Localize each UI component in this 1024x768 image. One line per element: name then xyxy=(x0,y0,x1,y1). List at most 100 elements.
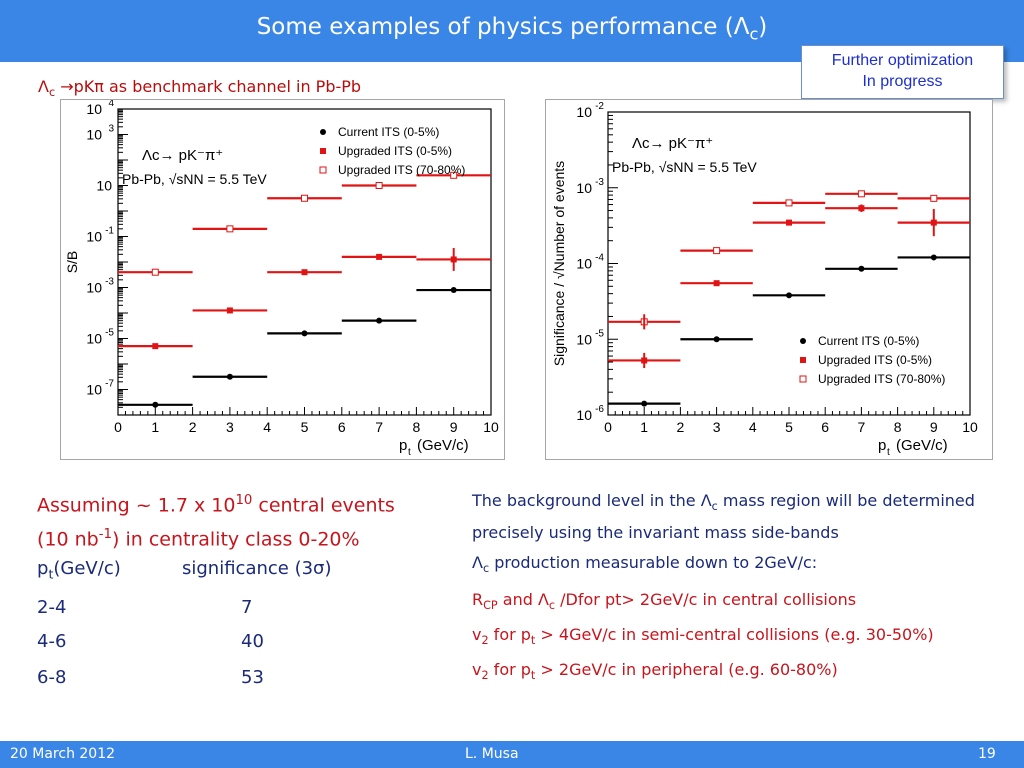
subhead-symbol: Λ xyxy=(38,77,49,96)
x-axis-label-p: p xyxy=(399,437,407,454)
row-significance: 7 xyxy=(241,597,253,618)
x-tick-label: 5 xyxy=(301,419,309,435)
data-point xyxy=(226,225,234,233)
legend-marker xyxy=(319,166,327,174)
system-annotation: Pb-Pb, √sNN = 5.5 TeV xyxy=(122,171,267,187)
data-point xyxy=(857,190,865,198)
v2a-v: v xyxy=(472,625,482,644)
x-tick-label: 8 xyxy=(894,419,902,435)
x-tick-label: 2 xyxy=(677,419,685,435)
title-bar: Some examples of physics performance (Λc… xyxy=(0,0,1024,62)
title-main: Some examples of physics performance ( xyxy=(256,14,734,40)
data-point xyxy=(858,265,865,272)
row-pt: 2-4 xyxy=(37,597,67,618)
y-tick-label: 10 xyxy=(86,331,102,347)
subhead-sub: c xyxy=(48,86,56,100)
note-line-2: In progress xyxy=(862,73,943,90)
x-tick-label: 1 xyxy=(640,419,648,435)
x-axis-label-unit: (GeV/c) xyxy=(417,437,469,454)
table-row: 2-4 7 xyxy=(37,597,252,618)
y-tick-label: 10 xyxy=(86,382,102,398)
table-row: 6-8 53 xyxy=(37,667,264,688)
assumption-line-1: Assuming ~ 1.7 x 1010 central events xyxy=(37,486,395,520)
optimization-note: Further optimization In progress xyxy=(801,45,1004,99)
footer-page-number: 19 xyxy=(978,746,996,762)
data-point xyxy=(786,292,792,299)
y-tick-exponent: -5 xyxy=(595,328,604,339)
y-tick-label: 10 xyxy=(576,180,592,196)
y-tick-exponent: -6 xyxy=(595,404,604,415)
decay-annotation: Λc→ pK⁻π⁺ xyxy=(632,135,713,152)
data-point xyxy=(376,253,383,260)
x-axis-label-unit: (GeV/c) xyxy=(896,437,948,454)
data-point xyxy=(375,182,383,189)
background-level-text: The background level in the Λc mass regi… xyxy=(472,488,1012,546)
y-tick-exponent: -7 xyxy=(105,379,114,390)
x-tick-label: 2 xyxy=(189,419,197,435)
assume-l2-sup: -1 xyxy=(98,527,112,543)
bg-pre: The background level in the xyxy=(472,491,701,510)
legend-marker xyxy=(800,357,806,363)
data-point xyxy=(301,269,308,276)
data-point xyxy=(930,254,937,261)
data-point xyxy=(641,400,648,407)
y-tick-exponent: -3 xyxy=(105,277,114,288)
rcp-r: R xyxy=(472,590,484,609)
subhead-rest: pKπ as benchmark channel in Pb-Pb xyxy=(73,77,362,96)
row-significance: 53 xyxy=(241,667,264,688)
data-point xyxy=(713,247,721,255)
data-point xyxy=(713,336,720,343)
x-tick-label: 4 xyxy=(263,419,271,435)
meas-post: production measurable down to 2GeV/c: xyxy=(489,553,818,572)
v2b-mid: for p xyxy=(488,660,531,679)
assumption-line-2: (10 nb-1) in centrality class 0-20% xyxy=(37,520,395,554)
rcp-sub: CP xyxy=(483,599,498,613)
data-point xyxy=(713,280,720,287)
x-axis-label-p: p xyxy=(878,437,886,454)
subhead-arrow: → xyxy=(60,77,74,96)
y-tick-exponent: 4 xyxy=(108,100,114,109)
assume-l2-post: ) in centrality class 0-20% xyxy=(112,528,360,551)
x-tick-label: 7 xyxy=(858,419,866,435)
significance-plot-frame: 0 1 2 3 4 5 6 7 8 9 10 p t (GeV/c) 10 -2 10 -3 10 -4 10 -5 10-… xyxy=(545,99,993,460)
col-pt-header: pt(GeV/c) xyxy=(37,558,121,582)
legend-label: Current ITS (0-5%) xyxy=(818,334,919,348)
y-axis-label: Significance / √Number of events xyxy=(551,161,567,366)
data-point xyxy=(786,219,792,226)
col-pt-p: p xyxy=(37,558,49,579)
v2a-mid: for p xyxy=(488,625,531,644)
v2-peripheral-line: v2 for pt > 2GeV/c in peripheral (e.g. 6… xyxy=(472,660,838,682)
x-tick-label: 3 xyxy=(713,419,721,435)
x-tick-label: 8 xyxy=(413,419,421,435)
bg-post: mass region will be determined precisely… xyxy=(472,491,975,543)
measurable-line: Λc production measurable down to 2GeV/c: xyxy=(472,553,817,575)
x-axis-label-sub: t xyxy=(887,447,890,458)
y-tick-label: 10 xyxy=(86,101,102,117)
data-point xyxy=(785,199,793,207)
footer-date: 20 March 2012 xyxy=(10,746,116,762)
data-point xyxy=(152,401,159,408)
y-tick-label: 10 xyxy=(576,407,592,423)
assume-l2-pre: (10 nb xyxy=(37,528,99,551)
v2b-post: > 2GeV/c in peripheral (e.g. 60-80%) xyxy=(535,660,838,679)
meas-sub: c xyxy=(482,562,490,576)
significance-table-header: pt(GeV/c) significance (3σ) xyxy=(37,558,331,582)
data-point xyxy=(151,268,159,276)
assume-l1-pre: Assuming ~ 1.7 x 10 xyxy=(37,494,236,517)
title-symbol: Λ xyxy=(733,14,750,40)
y-tick-label: 10 xyxy=(86,127,102,143)
v2b-psub: t xyxy=(530,669,536,683)
y-tick-exponent: 3 xyxy=(108,124,114,135)
data-point xyxy=(301,330,308,337)
rcp-post: /Dfor pt> 2GeV/c in central collisions xyxy=(555,590,857,609)
x-tick-label: 6 xyxy=(821,419,829,435)
title-end: ) xyxy=(758,14,768,40)
footer-bar: 20 March 2012 L. Musa 19 xyxy=(0,741,1024,768)
x-tick-label: 5 xyxy=(785,419,793,435)
legend-label: Upgraded ITS (0-5%) xyxy=(818,353,932,367)
data-point xyxy=(450,287,457,294)
data-point xyxy=(226,307,233,314)
rcp-line: RCP and Λc /Dfor pt> 2GeV/c in central c… xyxy=(472,590,856,612)
legend-label: Upgraded ITS (70-80%) xyxy=(818,372,945,386)
